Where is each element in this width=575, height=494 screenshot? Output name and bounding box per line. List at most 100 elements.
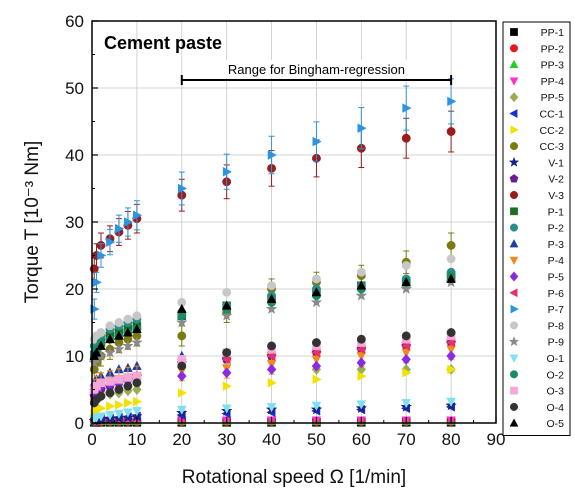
data-point	[445, 337, 455, 348]
data-point	[96, 340, 106, 350]
data-point	[177, 361, 187, 371]
data-point	[447, 364, 457, 375]
data-point	[400, 282, 413, 295]
data-point	[356, 334, 366, 344]
data-point	[176, 303, 187, 313]
series-o-4	[89, 328, 456, 408]
data-point	[447, 96, 457, 107]
legend-entry-p-9: P-9	[508, 336, 565, 349]
y-tick-label: 40	[65, 146, 84, 165]
data-point	[114, 330, 124, 340]
data-point	[115, 223, 125, 234]
data-point	[446, 241, 456, 250]
data-point	[401, 399, 412, 409]
legend-marker	[509, 402, 519, 411]
legend-marker	[508, 336, 520, 347]
y-tick-label: 0	[75, 414, 84, 433]
legend-entry-p-8: P-8	[509, 320, 564, 332]
x-tick-label: 90	[487, 430, 506, 449]
legend-entry-o-5: O-5	[509, 418, 564, 430]
legend-entry-pp-5: PP-5	[509, 92, 565, 104]
data-point	[221, 300, 232, 310]
legend-label: P-6	[548, 288, 565, 300]
x-tick-label: 20	[172, 430, 191, 449]
legend-label: O-4	[546, 402, 564, 414]
y-axis-label: Torque T [10⁻³ Nm]	[22, 141, 43, 303]
legend-label: V-1	[548, 157, 564, 169]
data-point	[177, 183, 188, 194]
legend-entry-cc-2: CC-2	[510, 125, 564, 137]
x-tick-label: 40	[262, 430, 281, 449]
x-axis-label: Rotational speed Ω [1/min]	[182, 467, 406, 488]
data-point	[96, 328, 106, 337]
data-point	[123, 381, 133, 391]
legend-entry-p-5: P-5	[509, 271, 565, 284]
legend-marker	[509, 44, 519, 53]
data-point	[446, 345, 456, 355]
data-point	[123, 373, 133, 382]
chart-title: Cement paste	[104, 33, 222, 53]
data-point	[221, 404, 232, 414]
data-point	[312, 136, 322, 147]
data-point	[114, 375, 124, 384]
legend-label: CC-3	[539, 141, 564, 153]
legend-label: P-2	[548, 223, 565, 235]
data-point	[355, 344, 366, 355]
legend-label: P-5	[548, 272, 565, 284]
legend-marker	[510, 304, 519, 314]
data-point	[132, 378, 142, 388]
legend: PP-1 PP-2 PP-3 PP-4 PP-5 CC-1 CC-2 CC-3 V-1 V-2 V-…	[502, 21, 571, 436]
data-point	[123, 327, 133, 337]
legend-label: P-4	[548, 255, 565, 267]
legend-marker	[509, 92, 519, 103]
series-cc-2	[90, 364, 457, 418]
legend-label: P-9	[548, 337, 565, 349]
x-tick-label: 70	[397, 430, 416, 449]
legend-label: PP-5	[541, 92, 565, 104]
data-point	[105, 388, 115, 398]
data-point	[311, 401, 322, 411]
legend-entry-p-7: P-7	[510, 304, 565, 316]
legend-label: PP-3	[541, 60, 565, 72]
tick-marks	[91, 20, 497, 424]
x-tick-label: 0	[87, 430, 96, 449]
data-point	[401, 331, 411, 341]
y-tick-label: 50	[65, 79, 84, 98]
data-point	[175, 316, 188, 328]
legend-marker	[509, 321, 519, 330]
data-point	[131, 336, 143, 348]
legend-entry-cc-1: CC-1	[509, 109, 564, 121]
legend-label: P-7	[548, 304, 565, 316]
legend-entry-p-1: P-1	[510, 206, 564, 218]
data-point	[132, 311, 142, 321]
x-tick-label: 80	[442, 430, 461, 449]
legend-label: CC-1	[539, 109, 564, 121]
legend-marker	[510, 125, 519, 135]
data-point	[311, 338, 321, 348]
data-point	[446, 397, 456, 407]
data-point	[105, 333, 115, 344]
data-point	[114, 409, 124, 419]
data-point	[311, 355, 322, 365]
x-tick-label: 60	[352, 430, 371, 449]
data-point	[97, 250, 107, 261]
legend-label: O-1	[546, 353, 564, 365]
data-point	[124, 398, 134, 408]
data-point	[266, 363, 277, 375]
annotation-label: Range for Bingham-regression	[228, 62, 405, 77]
data-point	[113, 343, 125, 355]
legend-label: P-3	[548, 239, 565, 251]
data-point	[222, 381, 233, 391]
data-point	[96, 412, 106, 422]
legend-marker	[509, 239, 519, 248]
data-point	[265, 302, 278, 315]
data-point	[311, 347, 321, 358]
bingham-range-annotation: Range for Bingham-regression	[180, 60, 453, 85]
series-o-1	[89, 397, 456, 425]
data-point	[402, 367, 412, 378]
data-point	[105, 377, 115, 386]
legend-entry-pp-2: PP-2	[509, 43, 564, 55]
x-tick-label: 50	[307, 430, 326, 449]
data-point	[356, 400, 367, 410]
legend-label: O-2	[546, 369, 564, 381]
